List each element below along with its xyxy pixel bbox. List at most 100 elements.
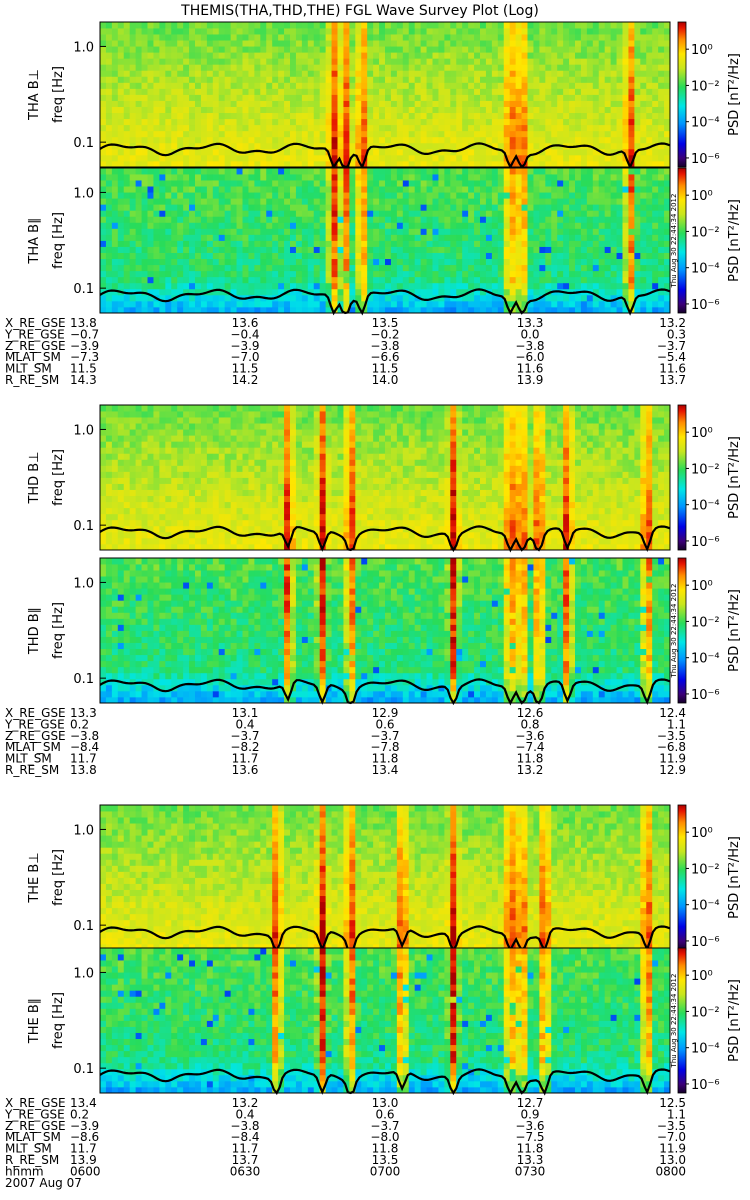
- spectrogram-cell: [290, 142, 297, 150]
- spectrogram-cell: [616, 130, 623, 138]
- spectrogram-cell: [373, 46, 380, 53]
- spectrogram-cell: [272, 82, 279, 89]
- spectrogram-cell: [284, 118, 291, 126]
- spectrogram-cell: [658, 264, 665, 272]
- spectrogram-cell: [313, 264, 321, 272]
- spectrogram-cell: [153, 258, 160, 266]
- spectrogram-cell: [444, 174, 451, 181]
- spectrogram-cell: [165, 130, 172, 138]
- spectrogram-cell: [266, 216, 273, 223]
- spectrogram-cell: [147, 22, 154, 29]
- spectrogram-cell: [218, 252, 226, 260]
- spectrogram-cell: [230, 240, 237, 247]
- spectrogram-cell: [379, 118, 386, 126]
- spectrogram-cell: [450, 192, 457, 199]
- spectrogram-cell: [117, 130, 125, 138]
- spectrogram-cell: [485, 234, 493, 241]
- spectrogram-cell: [105, 210, 113, 217]
- spectrogram-cell: [117, 136, 125, 144]
- spectrogram-cell: [236, 300, 243, 308]
- spectrogram-cell: [586, 258, 594, 266]
- spectrogram-cell: [373, 270, 380, 278]
- spectrogram-cell: [569, 282, 576, 290]
- spectrogram-cell: [539, 94, 546, 101]
- spectrogram-cell: [266, 46, 273, 53]
- spectrogram-cell: [141, 537, 148, 545]
- spectrogram-cell: [408, 28, 416, 35]
- spectrogram-cell: [248, 52, 255, 59]
- spectrogram-cell: [426, 112, 433, 120]
- spectrogram-cell: [444, 154, 451, 162]
- spectrogram-cell: [159, 70, 166, 77]
- spectrogram-cell: [260, 204, 267, 211]
- spectrogram-cell: [379, 160, 386, 168]
- spectrogram-cell: [521, 142, 528, 150]
- spectrogram-cell: [367, 168, 374, 175]
- spectrogram-cell: [242, 288, 249, 296]
- spectrogram-cell: [402, 294, 410, 302]
- spectrogram-cell: [117, 543, 125, 551]
- spectrogram-cell: [301, 192, 309, 199]
- spectrogram-cell: [325, 282, 332, 290]
- spectrogram-cell: [408, 246, 416, 253]
- spectrogram-cell: [141, 204, 148, 211]
- spectrogram-cell: [129, 148, 137, 156]
- spectrogram-cell: [444, 34, 451, 41]
- spectrogram-cell: [503, 28, 511, 35]
- spectrogram-cell: [491, 288, 499, 296]
- spectrogram-cell: [426, 216, 433, 223]
- spectrogram-cell: [373, 294, 380, 302]
- spectrogram-cell: [325, 94, 332, 101]
- spectrogram-cell: [111, 82, 119, 89]
- spectrogram-cell: [497, 82, 505, 89]
- spectrogram-cell: [135, 70, 142, 77]
- spectrogram-cell: [100, 471, 107, 478]
- spectrogram-cell: [480, 288, 487, 296]
- spectrogram-cell: [616, 28, 623, 35]
- spectrogram-cell: [390, 228, 398, 235]
- spectrogram-cell: [468, 34, 475, 41]
- spectrogram-cell: [266, 118, 273, 126]
- spectrogram-cell: [551, 124, 558, 132]
- spectrogram-cell: [563, 112, 570, 120]
- spectrogram-cell: [171, 288, 178, 296]
- spectrogram-cell: [242, 300, 249, 308]
- spectrogram-cell: [586, 234, 594, 241]
- spectrogram-cell: [129, 306, 137, 314]
- spectrogram-cell: [557, 64, 564, 71]
- spectrogram-cell: [230, 148, 237, 156]
- spectrogram-cell: [592, 160, 600, 168]
- spectrogram-cell: [290, 58, 297, 65]
- spectrogram-cell: [634, 22, 641, 29]
- spectrogram-cell: [301, 94, 309, 101]
- spectrogram-cell: [426, 100, 433, 107]
- spectrogram-cell: [610, 240, 617, 247]
- spectrogram-cell: [165, 180, 172, 187]
- spectrogram-cell: [105, 519, 113, 527]
- spectrogram-cell: [527, 142, 534, 150]
- spectrogram-cell: [367, 52, 374, 59]
- spectrogram-cell: [284, 160, 291, 168]
- spectrogram-cell: [100, 222, 107, 229]
- spectrogram-cell: [337, 258, 344, 266]
- spectrogram-cell: [426, 192, 433, 199]
- spectrogram-cell: [153, 192, 160, 199]
- spectrogram-cell: [206, 186, 214, 193]
- spectrogram-cell: [349, 82, 356, 89]
- spectrogram-cell: [432, 282, 439, 290]
- spectrogram-cell: [159, 198, 166, 205]
- spectrogram-cell: [331, 46, 338, 53]
- spectrogram-cell: [129, 88, 137, 95]
- spectrogram-cell: [195, 76, 202, 83]
- spectrogram-cell: [295, 270, 303, 278]
- spectrogram-cell: [575, 34, 582, 41]
- spectrogram-cell: [177, 124, 184, 132]
- spectrogram-cell: [141, 531, 148, 539]
- spectrogram-cell: [290, 288, 297, 296]
- spectrogram-cell: [580, 300, 588, 308]
- spectrogram-cell: [480, 210, 487, 217]
- spectrogram-cell: [177, 174, 184, 181]
- spectrogram-cell: [379, 204, 386, 211]
- spectrogram-cell: [272, 276, 279, 284]
- spectrogram-cell: [123, 154, 131, 162]
